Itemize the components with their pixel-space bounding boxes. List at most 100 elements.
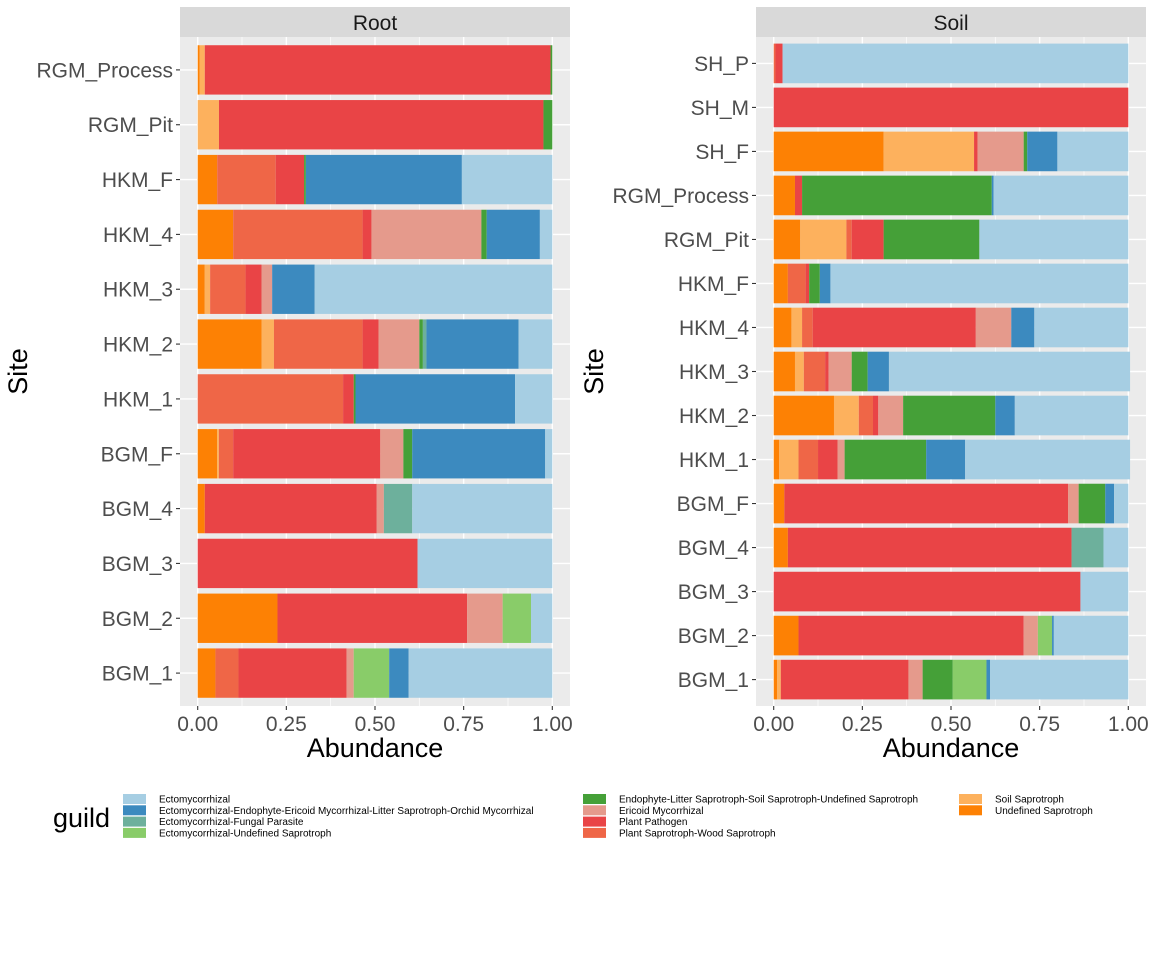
bar-segment-hkm-f-plant-saprotroph-wood-saprotroph — [787, 263, 806, 304]
bar-segment-hkm-1-ectomycorrhizal — [515, 374, 553, 424]
bar-segment-rgm-pit-soil-saprotroph — [800, 219, 847, 260]
y-tick-label: HKM_1 — [679, 449, 749, 472]
bar-segment-hkm-1-soil-saprotroph — [779, 439, 799, 480]
y-tick-label: BGM_2 — [678, 625, 749, 648]
bar-segment-hkm-2-plant-pathogen — [872, 395, 879, 436]
bar-segment-bgm-2-plant-pathogen — [277, 593, 468, 643]
y-tick-label: HKM_4 — [679, 317, 749, 340]
bar-segment-bgm-f-endophyte-litter-saprotroph-soil-saprotroph-undefined-saprotroph — [403, 429, 413, 479]
bar-segment-rgm-pit-soil-saprotroph — [197, 100, 219, 150]
bar-segment-sh-f-ericoid-mycorrhizal — [977, 131, 1024, 172]
legend-key — [123, 827, 146, 838]
x-axis-title: Abundance — [307, 733, 444, 763]
bar-segment-hkm-4-ectomycorrhizal-endophyte-ericoid-mycorrhizal-litter-saprotroph-orchid-mycorrhizal — [1011, 307, 1035, 348]
facet-label: Root — [353, 12, 398, 35]
bar-segment-hkm-4-plant-pathogen — [812, 307, 976, 348]
bar-segment-sh-f-undefined-saprotroph — [773, 131, 884, 172]
bar-segment-bgm-3-plant-pathogen — [773, 571, 1081, 612]
legend-key — [959, 805, 982, 816]
bar-segment-sh-p-plant-pathogen — [775, 43, 783, 84]
bar-segment-hkm-2-undefined-saprotroph — [197, 319, 262, 369]
bar-segment-bgm-1-soil-saprotroph — [777, 659, 781, 700]
bar-segment-sh-f-ectomycorrhizal — [1057, 131, 1129, 172]
bar-segment-bgm-1-ericoid-mycorrhizal — [908, 659, 923, 700]
y-tick-label: HKM_3 — [679, 361, 749, 384]
bar-segment-hkm-1-ericoid-mycorrhizal — [837, 439, 845, 480]
bar-segment-bgm-f-endophyte-litter-saprotroph-soil-saprotroph-undefined-saprotroph — [1078, 483, 1106, 524]
facet-strip — [756, 7, 1146, 37]
bar-segment-hkm-4-plant-saprotroph-wood-saprotroph — [233, 209, 363, 260]
bar-segment-hkm-2-ectomycorrhizal — [518, 319, 553, 369]
legend-key — [583, 805, 606, 816]
bar-segment-bgm-f-plant-pathogen — [233, 429, 381, 479]
bar-segment-bgm-4-plant-pathogen — [204, 483, 377, 534]
bar-segment-hkm-2-ectomycorrhizal-endophyte-ericoid-mycorrhizal-litter-saprotroph-orchid-mycorrhizal — [995, 395, 1015, 436]
bar-segment-bgm-2-ectomycorrhizal-endophyte-ericoid-mycorrhizal-litter-saprotroph-orchid-mycorrhizal — [1052, 615, 1054, 656]
bar-segment-bgm-f-ectomycorrhizal — [545, 429, 553, 479]
y-tick-label: HKM_F — [102, 169, 173, 192]
bar-segment-bgm-f-ectomycorrhizal-endophyte-ericoid-mycorrhizal-litter-saprotroph-orchid-mycorrhizal — [1105, 483, 1115, 524]
legend-label: Ericoid Mycorrhizal — [619, 806, 703, 817]
legend-label: Ectomycorrhizal-Fungal Parasite — [159, 817, 304, 828]
legend: guild EctomycorrhizalEctomycorrhizal-End… — [53, 794, 1093, 839]
bar-segment-hkm-3-ectomycorrhizal — [314, 264, 553, 314]
bar-segment-hkm-1-ectomycorrhizal — [965, 439, 1131, 480]
bar-segment-bgm-2-ectomycorrhizal-undefined-saprotroph — [1037, 615, 1053, 656]
bar-segment-bgm-f-ericoid-mycorrhizal — [380, 429, 404, 479]
y-tick-label: HKM_2 — [679, 405, 749, 428]
x-tick-label: 0.50 — [931, 713, 972, 736]
bar-segment-hkm-3-plant-saprotroph-wood-saprotroph — [210, 264, 246, 314]
bar-segment-hkm-f-plant-pathogen — [275, 154, 305, 205]
y-tick-label: RGM_Process — [612, 185, 749, 208]
bar-segment-rgm-pit-ectomycorrhizal — [979, 219, 1129, 260]
bar-segment-hkm-4-ericoid-mycorrhizal — [975, 307, 1012, 348]
bar-segment-hkm-3-plant-pathogen — [245, 264, 262, 314]
legend-label: Soil Saprotroph — [995, 795, 1064, 806]
facet-strip — [180, 7, 570, 37]
bar-segment-hkm-2-soil-saprotroph — [261, 319, 274, 369]
x-tick-label: 0.75 — [443, 713, 484, 736]
legend-label: Plant Saprotroph-Wood Saprotroph — [619, 828, 776, 839]
bar-segment-bgm-1-undefined-saprotroph — [197, 648, 216, 698]
bar-segment-hkm-3-ectomycorrhizal-endophyte-ericoid-mycorrhizal-litter-saprotroph-orchid-mycorrhizal — [867, 351, 889, 392]
bar-segment-rgm-pit-undefined-saprotroph — [773, 219, 801, 260]
soil-panel: BGM_1 BGM_2 BGM_3 BGM_4 BGM_F HKM_1 HKM_2 HKM_3… — [579, 7, 1149, 763]
bar-segment-rgm-pit-endophyte-litter-saprotroph-soil-saprotroph-undefined-saprotroph — [883, 219, 980, 260]
bar-segment-bgm-2-plant-pathogen — [798, 615, 1024, 656]
bar-segment-hkm-3-undefined-saprotroph — [197, 264, 205, 314]
bar-segment-rgm-process-undefined-saprotroph — [197, 45, 200, 95]
legend-title: guild — [53, 803, 110, 833]
y-tick-label: HKM_3 — [103, 279, 173, 302]
bar-segment-bgm-4-undefined-saprotroph — [197, 483, 205, 534]
bar-segment-hkm-3-ectomycorrhizal-endophyte-ericoid-mycorrhizal-litter-saprotroph-orchid-mycorrhizal — [272, 264, 315, 314]
bar-segment-bgm-f-ectomycorrhizal — [1114, 483, 1129, 524]
bar-segment-bgm-1-plant-saprotroph-wood-saprotroph — [215, 648, 239, 698]
bar-segment-hkm-3-ectomycorrhizal — [888, 351, 1131, 392]
bar-segment-bgm-f-ectomycorrhizal-endophyte-ericoid-mycorrhizal-litter-saprotroph-orchid-mycorrhizal — [412, 429, 546, 479]
bar-segment-bgm-1-endophyte-litter-saprotroph-soil-saprotroph-undefined-saprotroph — [922, 659, 953, 700]
bar-segment-bgm-4-ectomycorrhizal — [412, 483, 553, 534]
bar-segment-bgm-f-plant-saprotroph-wood-saprotroph — [218, 429, 234, 479]
bar-segment-hkm-f-endophyte-litter-saprotroph-soil-saprotroph-undefined-saprotroph — [809, 263, 820, 304]
bar-segment-hkm-1-ectomycorrhizal-endophyte-ericoid-mycorrhizal-litter-saprotroph-orchid-mycorrhizal — [355, 374, 516, 424]
x-tick-label: 1.00 — [532, 713, 573, 736]
bar-segment-hkm-2-plant-pathogen — [362, 319, 379, 369]
bar-segment-bgm-2-undefined-saprotroph — [773, 615, 799, 656]
bar-segment-hkm-3-plant-pathogen — [825, 351, 829, 392]
bar-segment-hkm-2-ectomycorrhizal — [1014, 395, 1129, 436]
bar-segment-hkm-4-endophyte-litter-saprotroph-soil-saprotroph-undefined-saprotroph — [481, 209, 487, 260]
y-tick-label: SH_P — [694, 53, 749, 76]
bar-segment-bgm-1-ectomycorrhizal — [990, 659, 1129, 700]
bar-segment-bgm-2-ericoid-mycorrhizal — [1023, 615, 1038, 656]
bar-segment-rgm-process-endophyte-litter-saprotroph-soil-saprotroph-undefined-saprotroph — [550, 45, 553, 95]
bar-segment-hkm-3-undefined-saprotroph — [773, 351, 795, 392]
bar-segment-hkm-4-ectomycorrhizal — [539, 209, 553, 260]
legend-key — [583, 794, 606, 804]
bar-segment-hkm-1-plant-saprotroph-wood-saprotroph — [197, 374, 344, 424]
y-tick-label: BGM_4 — [102, 498, 174, 521]
y-tick-label: BGM_F — [677, 493, 749, 516]
x-tick-label: 1.00 — [1108, 713, 1149, 736]
legend-label: Ectomycorrhizal-Undefined Saprotroph — [159, 828, 331, 839]
bar-segment-bgm-1-ectomycorrhizal — [408, 648, 553, 698]
